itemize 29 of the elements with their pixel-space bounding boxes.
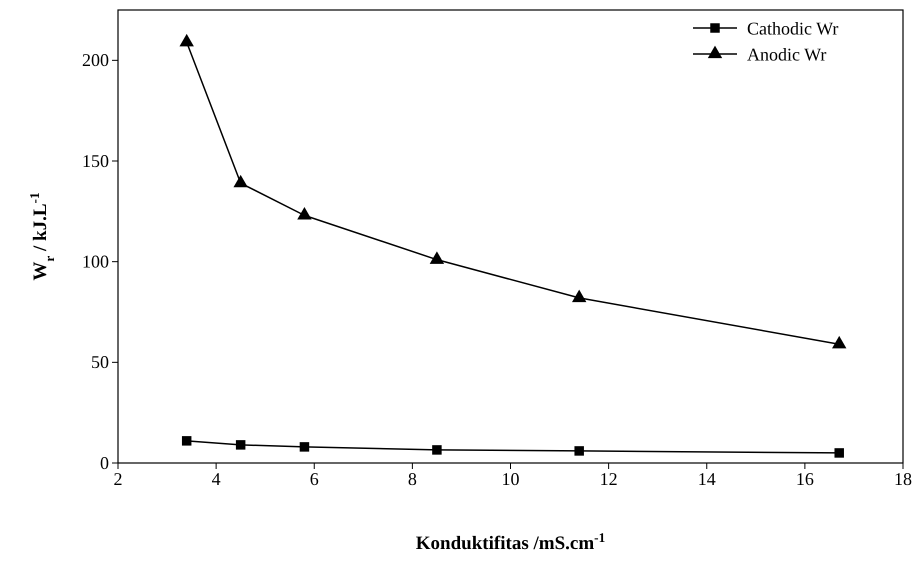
point [834, 448, 844, 458]
point [233, 174, 248, 188]
point [297, 207, 312, 220]
y-tick-label: 100 [82, 251, 109, 272]
x-tick-label: 8 [408, 468, 417, 489]
x-tick-label: 2 [114, 468, 122, 489]
y-tick-label: 200 [82, 50, 109, 70]
point [236, 440, 246, 450]
x-tick-label: 16 [796, 468, 814, 489]
x-tick-label: 4 [212, 468, 221, 489]
point [572, 290, 586, 302]
x-tick-label: 10 [502, 468, 520, 489]
point [179, 34, 194, 46]
y-tick-label: 0 [100, 452, 109, 473]
point [300, 442, 310, 452]
y-tick-label: 50 [91, 352, 109, 372]
y-tick-label: 150 [82, 150, 109, 171]
x-axis-title: Konduktifitas /mS.cm$^{-1}$ [416, 530, 606, 554]
point [182, 436, 192, 446]
x-tick-label: 12 [600, 468, 618, 489]
x-tick-label: 14 [698, 468, 716, 489]
point [430, 251, 444, 264]
point [432, 445, 442, 455]
legend-label: Anodic Wr [747, 44, 826, 64]
legend-label: Cathodic Wr [747, 18, 838, 38]
x-tick-label: 6 [310, 468, 319, 489]
point [574, 446, 584, 456]
point [832, 336, 846, 348]
x-tick-label: 18 [894, 468, 912, 489]
